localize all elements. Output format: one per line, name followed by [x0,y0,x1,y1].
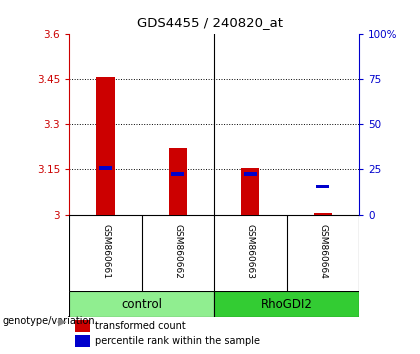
Text: transformed count: transformed count [95,321,186,331]
Bar [171,172,184,176]
Bar [214,291,359,317]
Text: GSM860662: GSM860662 [173,224,182,279]
Text: GDS4455 / 240820_at: GDS4455 / 240820_at [137,17,283,29]
Bar [241,168,260,215]
Bar [314,213,332,215]
Text: percentile rank within the sample: percentile rank within the sample [95,336,260,347]
Bar [99,166,112,170]
Text: ▶: ▶ [58,316,66,326]
Text: GSM860661: GSM860661 [101,224,110,279]
Text: RhoGDI2: RhoGDI2 [261,297,312,310]
Bar [244,172,257,176]
Text: GSM860663: GSM860663 [246,224,255,279]
Bar [75,336,89,347]
Bar [97,78,115,215]
Text: genotype/variation: genotype/variation [2,316,95,326]
Text: GSM860664: GSM860664 [318,224,327,279]
Bar [316,184,329,188]
Bar [75,320,89,332]
Bar [69,291,214,317]
Text: control: control [121,297,162,310]
Bar [169,148,187,215]
